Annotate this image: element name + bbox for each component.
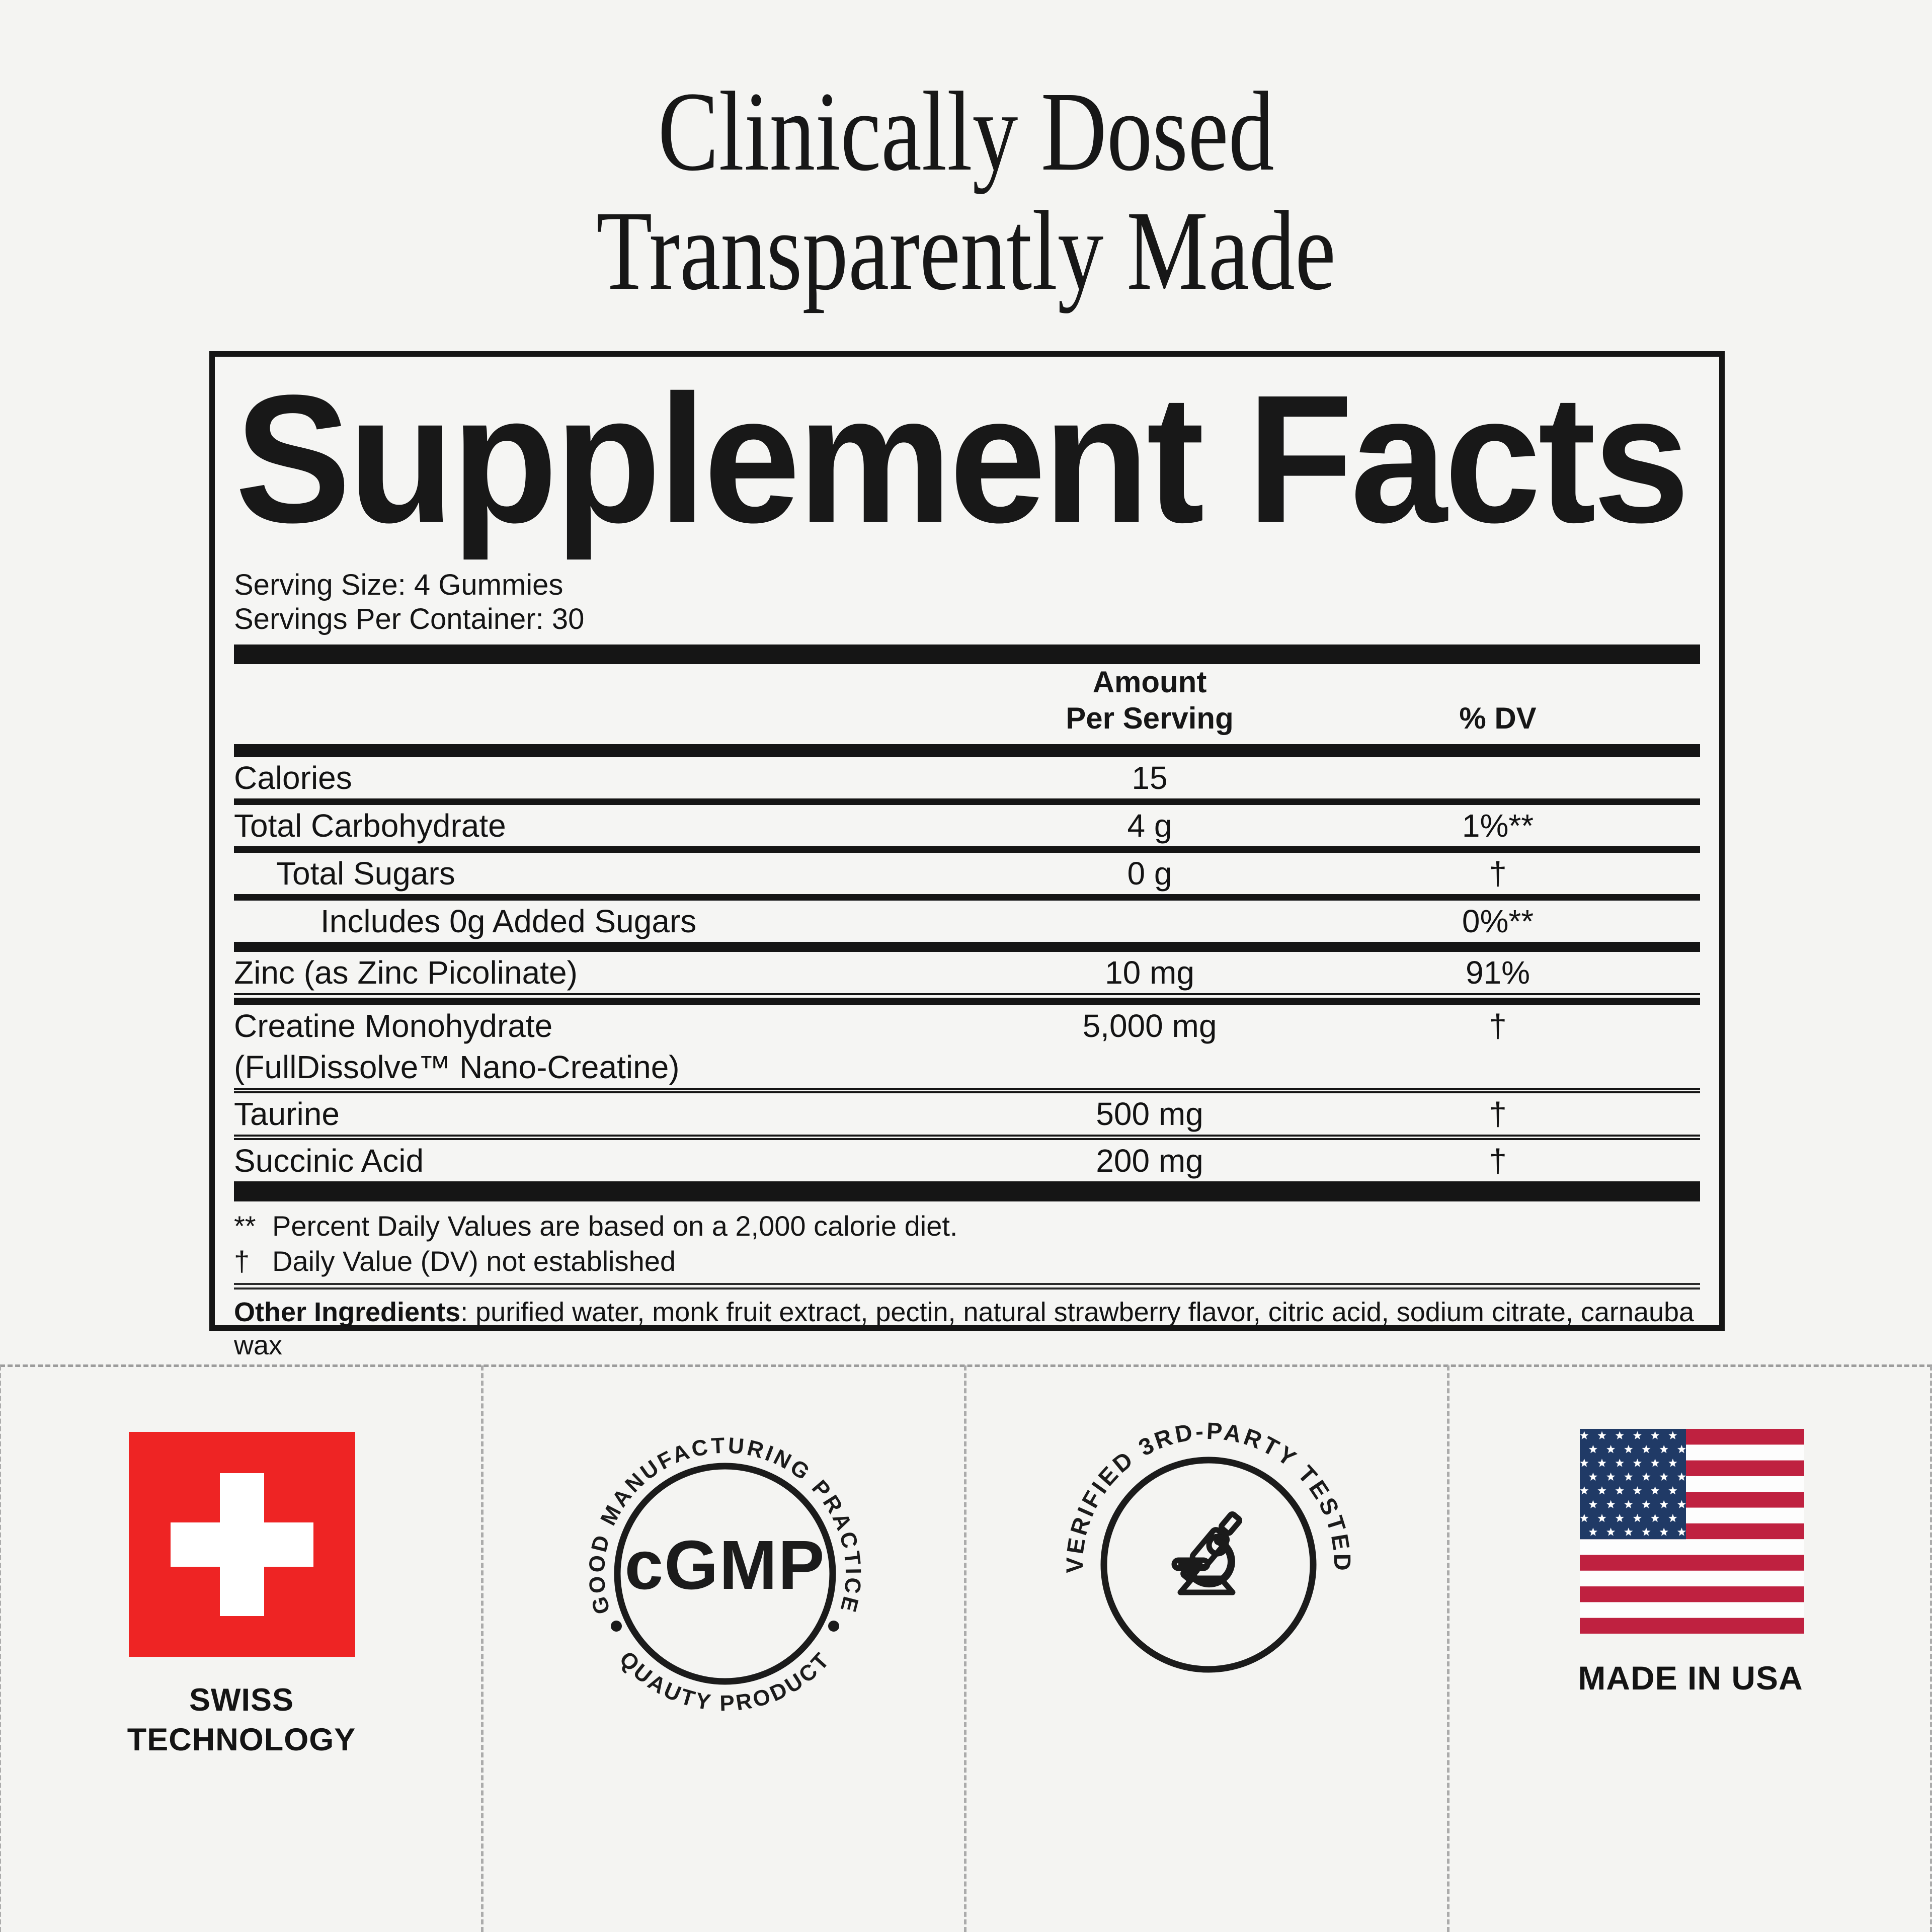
dashed-divider-right-edge: [1930, 1365, 1932, 1932]
nutrient-name: Total Carbohydrate: [234, 808, 506, 844]
footnote-dagger: † Daily Value (DV) not established: [234, 1244, 1700, 1279]
other-ingredients-text: : purified water, monk fruit extract, pe…: [234, 1297, 1695, 1360]
other-ingredients: Other Ingredients: purified water, monk …: [234, 1296, 1700, 1362]
table-row: Taurine 500 mg †: [234, 1093, 1700, 1135]
footnote-divider: [234, 1283, 1700, 1290]
panel-heading-text: Supplement Facts: [235, 357, 1687, 561]
table-row: Calories 15: [234, 757, 1700, 798]
nutrient-rows: Calories 15 Total Carbohydrate 4 g 1%** Total…: [234, 757, 1700, 1201]
nutrient-amount: 0 g: [1127, 855, 1172, 892]
nutrient-dv: †: [1489, 1096, 1507, 1132]
nutrient-amount: 5,000 mg: [1082, 1008, 1217, 1044]
nutrient-amount: 200 mg: [1096, 1143, 1203, 1179]
header-bottom-bar: [234, 744, 1700, 757]
table-header: Amount Per Serving % DV: [234, 664, 1700, 740]
nutrient-name: Includes 0g Added Sugars: [320, 903, 697, 939]
row-separator: [234, 894, 1700, 901]
cgmp-dot-left: [611, 1621, 622, 1632]
serving-info: Serving Size: 4 Gummies Servings Per Con…: [234, 568, 1700, 636]
row-separator: [234, 942, 1700, 952]
row-separator: [234, 798, 1700, 805]
footnote-symbol: †: [234, 1245, 250, 1277]
usa-stars: [1580, 1429, 1686, 1540]
nutrient-name: Succinic Acid: [234, 1143, 424, 1179]
tagline-line2-text: Transparently Made: [596, 188, 1336, 313]
tagline-line1-text: Clinically Dosed: [658, 68, 1274, 194]
dashed-divider-2: [964, 1365, 967, 1932]
table-row: Succinic Acid 200 mg †: [234, 1140, 1700, 1181]
nutrient-name: Taurine: [234, 1096, 340, 1132]
nutrient-name: Zinc (as Zinc Picolinate): [234, 954, 578, 991]
other-ingredients-label: Other Ingredients: [234, 1297, 461, 1327]
panel-heading: Supplement Facts: [235, 357, 1690, 561]
usa-flag-stripe: [1580, 1618, 1804, 1634]
usa-flag-stripe: [1580, 1586, 1804, 1602]
dashed-divider-left-edge: [0, 1365, 1, 1932]
tagline-line2: Transparently Made: [596, 188, 1336, 313]
nutrient-name: Calories: [234, 760, 352, 796]
dashed-divider-3: [1447, 1365, 1450, 1932]
nutrient-dv: 1%**: [1462, 808, 1534, 844]
row-separator: [234, 1181, 1700, 1201]
nutrient-amount: 15: [1132, 760, 1168, 796]
nutrient-dv: 0%**: [1462, 903, 1534, 939]
supplement-facts-panel: Supplement Facts Serving Size: 4 Gummies…: [209, 351, 1725, 1360]
footnote-dv: ** Percent Daily Values are based on a 2…: [234, 1209, 1700, 1244]
nutrient-amount: 10 mg: [1105, 954, 1194, 991]
swiss-label-line2: TECHNOLOGY: [127, 1722, 356, 1757]
cgmp-seal-icon: GOOD MANUFACTURING PRACTICE QUAUTY PRODU…: [584, 1433, 863, 1716]
serving-size: Serving Size: 4 Gummies: [234, 569, 564, 601]
row-separator: [234, 993, 1700, 1005]
nutrient-amount: 4 g: [1127, 808, 1172, 844]
table-row: Zinc (as Zinc Picolinate) 10 mg 91%: [234, 952, 1700, 993]
header-amount-col: Amount Per Serving: [1004, 664, 1296, 737]
swiss-technology-label: SWISS TECHNOLOGY: [0, 1680, 483, 1760]
nutrient-name: Total Sugars: [276, 855, 455, 892]
footnote-symbol: **: [234, 1210, 256, 1242]
footnotes: ** Percent Daily Values are based on a 2…: [234, 1209, 1700, 1279]
cgmp-dot-right: [828, 1621, 839, 1632]
swiss-cross-horizontal: [171, 1522, 313, 1567]
nutrient-name-sub: (FullDissolve™ Nano-Creatine): [234, 1049, 680, 1085]
swiss-label-line1: SWISS: [189, 1682, 294, 1718]
nutrient-dv: 91%: [1465, 954, 1531, 991]
cgmp-center-text: cGMP: [624, 1526, 825, 1604]
usa-flag-stripe: [1580, 1555, 1804, 1571]
table-row: Includes 0g Added Sugars 0%**: [234, 901, 1700, 942]
header-dv-col: % DV: [1459, 701, 1537, 735]
tested-circle: [1100, 1457, 1317, 1673]
footnote-text: Daily Value (DV) not established: [272, 1245, 676, 1277]
swiss-flag-icon: [129, 1432, 355, 1657]
nutrient-amount: 500 mg: [1096, 1096, 1203, 1132]
dashed-divider-1: [481, 1365, 484, 1932]
header-amount-line2: Per Serving: [1066, 701, 1234, 735]
cgmp-circle: [614, 1463, 836, 1685]
tagline-line1: Clinically Dosed: [658, 68, 1274, 194]
nutrient-dv: †: [1489, 1008, 1507, 1044]
made-in-usa-label: MADE IN USA: [1578, 1659, 1803, 1697]
nutrient-dv: †: [1489, 1143, 1507, 1179]
table-row: Total Carbohydrate 4 g 1%**: [234, 805, 1700, 846]
row-separator: [234, 1088, 1700, 1093]
nutrient-dv: †: [1489, 855, 1507, 892]
third-party-tested-seal: VERIFIED 3RD-PARTY TESTED: [1061, 1417, 1353, 1673]
row-separator: [234, 1135, 1700, 1140]
microscope-icon: [1171, 1511, 1243, 1595]
servings-per-container: Servings Per Container: 30: [234, 603, 585, 635]
footnote-text: Percent Daily Values are based on a 2,00…: [272, 1210, 958, 1242]
table-top-bar: [234, 645, 1700, 664]
nutrient-name: Creatine Monohydrate (FullDissolve™ Nano-…: [234, 1009, 1004, 1084]
row-separator: [234, 846, 1700, 853]
table-row: Creatine Monohydrate (FullDissolve™ Nano-…: [234, 1005, 1700, 1088]
header-amount-line1: Amount: [1092, 665, 1207, 699]
usa-flag-icon: [1580, 1429, 1804, 1634]
table-row: Total Sugars 0 g †: [234, 853, 1700, 894]
